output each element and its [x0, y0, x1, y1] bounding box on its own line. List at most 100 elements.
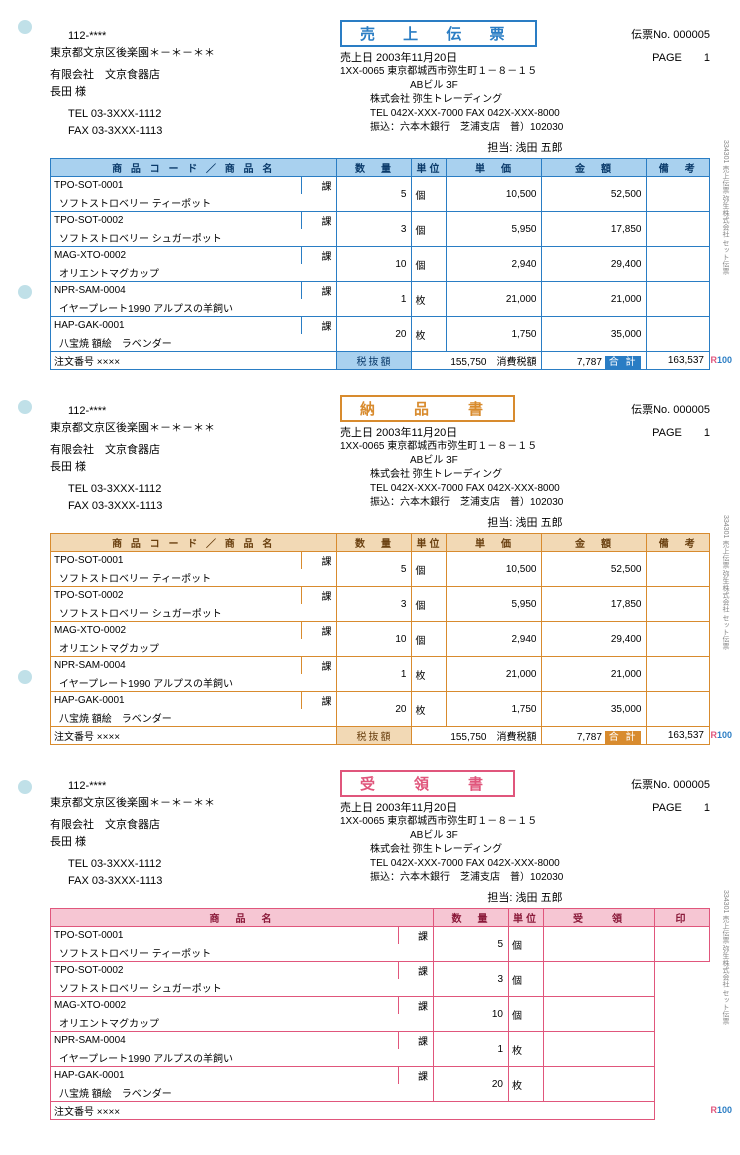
side-text: 334301 売上伝票 弥生株式会社 セット伝票	[720, 890, 730, 1024]
item-qty: 20	[337, 317, 412, 352]
code-row: NPR-SAM-0004課1枚21,00021,000	[51, 282, 710, 300]
page-no: PAGE 1	[652, 424, 710, 440]
item-price: 21,000	[447, 282, 542, 317]
item-unit: 枚	[412, 692, 447, 727]
col-qty: 数 量	[337, 534, 412, 552]
code-row: TPO-SOT-0002課3個5,95017,850	[51, 587, 710, 605]
code-row: HAP-GAK-0001課20枚1,75035,000	[51, 692, 710, 710]
item-unit: 枚	[412, 657, 447, 692]
r100-badge: R100	[710, 730, 732, 740]
tax-value: 7,787 合 計	[542, 727, 647, 745]
item-price: 2,940	[447, 247, 542, 282]
item-note	[647, 552, 710, 587]
item-name: 八宝焼 額絵 ラベンダー	[51, 1084, 434, 1102]
item-code: TPO-SOT-0001	[51, 552, 302, 570]
item-qty: 10	[337, 247, 412, 282]
recv-cell	[544, 1067, 655, 1102]
item-amount: 29,400	[542, 247, 647, 282]
sale-date: 売上日 2003年11月20日	[340, 49, 457, 65]
item-qty: 3	[337, 587, 412, 622]
item-name: ソフトストロベリー ティーポット	[51, 944, 434, 962]
tax-ex-value: 155,750 消費税額	[412, 727, 542, 745]
item-code: HAP-GAK-0001	[51, 317, 302, 335]
customer-block: 112-**** 東京都文京区後楽園＊－＊－＊＊ 有限会社 文京食器店 長田 様…	[50, 28, 340, 139]
item-price: 10,500	[447, 552, 542, 587]
item-qty: 10	[434, 997, 509, 1032]
order-no: 注文番号 ××××	[51, 1102, 655, 1120]
code-row: MAG-XTO-0002課10個2,94029,400	[51, 247, 710, 265]
code-row: TPO-SOT-0002課3個	[51, 962, 710, 980]
item-qty: 3	[337, 212, 412, 247]
col-unit: 単位	[509, 909, 544, 927]
item-qty: 20	[434, 1067, 509, 1102]
person-in-charge: 担当: 浅田 五郎	[340, 139, 710, 155]
item-unit: 個	[412, 587, 447, 622]
item-note	[647, 692, 710, 727]
item-qty: 3	[434, 962, 509, 997]
item-taxclass: 課	[302, 317, 337, 335]
item-taxclass: 課	[302, 282, 337, 300]
punch-hole	[18, 670, 32, 684]
item-name: イヤープレート1990 アルプスの羊飼い	[51, 674, 337, 692]
col-amount: 金 額	[542, 159, 647, 177]
item-code: TPO-SOT-0002	[51, 962, 399, 980]
item-taxclass: 課	[302, 657, 337, 675]
col-unit: 単位	[412, 159, 447, 177]
code-row: NPR-SAM-0004課1枚	[51, 1032, 710, 1050]
item-name: イヤープレート1990 アルプスの羊飼い	[51, 1049, 434, 1067]
item-amount: 35,000	[542, 317, 647, 352]
r100-badge: R100	[710, 1105, 732, 1115]
col-name: 商 品 名	[51, 909, 434, 927]
item-unit: 個	[412, 247, 447, 282]
item-taxclass: 課	[302, 587, 337, 605]
seller-address: 1XX-0065 東京都城西市弥生町１－８－１５ ABビル 3F 株式会社 弥生…	[340, 815, 710, 885]
item-qty: 20	[337, 692, 412, 727]
code-row: MAG-XTO-0002課10個	[51, 997, 710, 1015]
item-amount: 21,000	[542, 282, 647, 317]
punch-hole	[18, 285, 32, 299]
item-price: 21,000	[447, 657, 542, 692]
code-row: TPO-SOT-0001課5個	[51, 927, 710, 945]
item-taxclass: 課	[302, 177, 337, 195]
item-qty: 10	[337, 622, 412, 657]
item-code: NPR-SAM-0004	[51, 282, 302, 300]
item-taxclass: 課	[302, 552, 337, 570]
item-taxclass: 課	[399, 962, 434, 980]
code-row: TPO-SOT-0002課3個5,95017,850	[51, 212, 710, 230]
col-price: 単 価	[447, 534, 542, 552]
item-name: ソフトストロベリー シュガーポット	[51, 979, 434, 997]
item-note	[647, 657, 710, 692]
item-unit: 個	[509, 962, 544, 997]
item-note	[647, 622, 710, 657]
col-recv: 受 領	[544, 909, 655, 927]
item-unit: 個	[412, 177, 447, 212]
totals-row: 注文番号 ×××× 税抜額 155,750 消費税額 7,787 合 計 163…	[51, 727, 710, 745]
item-name: ソフトストロベリー シュガーポット	[51, 604, 337, 622]
tax-ex-label: 税抜額	[337, 352, 412, 370]
seller-address: 1XX-0065 東京都城西市弥生町１－８－１５ ABビル 3F 株式会社 弥生…	[340, 440, 710, 510]
totals-row: 注文番号 ×××× 税抜額 155,750 消費税額 7,787 合 計 163…	[51, 352, 710, 370]
punch-hole	[18, 400, 32, 414]
item-amount: 35,000	[542, 692, 647, 727]
code-row: TPO-SOT-0001課5個10,50052,500	[51, 177, 710, 195]
item-note	[647, 282, 710, 317]
seller-address: 1XX-0065 東京都城西市弥生町１－８－１５ ABビル 3F 株式会社 弥生…	[340, 65, 710, 135]
person-in-charge: 担当: 浅田 五郎	[340, 889, 710, 905]
order-row: 注文番号 ××××	[51, 1102, 710, 1120]
item-qty: 5	[434, 927, 509, 962]
item-note	[647, 317, 710, 352]
item-name: 八宝焼 額絵 ラベンダー	[51, 334, 337, 352]
item-unit: 個	[509, 927, 544, 962]
recv-cell	[544, 1032, 655, 1067]
customer-block: 112-**** 東京都文京区後楽園＊－＊－＊＊ 有限会社 文京食器店 長田 様…	[50, 403, 340, 514]
voucher-no: 伝票No. 000005	[631, 401, 710, 417]
item-name: ソフトストロベリー ティーポット	[51, 194, 337, 212]
item-note	[647, 177, 710, 212]
sale-date: 売上日 2003年11月20日	[340, 799, 457, 815]
col-seal: 印	[655, 909, 710, 927]
item-price: 5,950	[447, 587, 542, 622]
item-code: TPO-SOT-0001	[51, 177, 302, 195]
sum-value: 163,537	[647, 352, 710, 370]
slip: 112-**** 東京都文京区後楽園＊－＊－＊＊ 有限会社 文京食器店 長田 様…	[50, 770, 710, 1120]
code-row: TPO-SOT-0001課5個10,50052,500	[51, 552, 710, 570]
